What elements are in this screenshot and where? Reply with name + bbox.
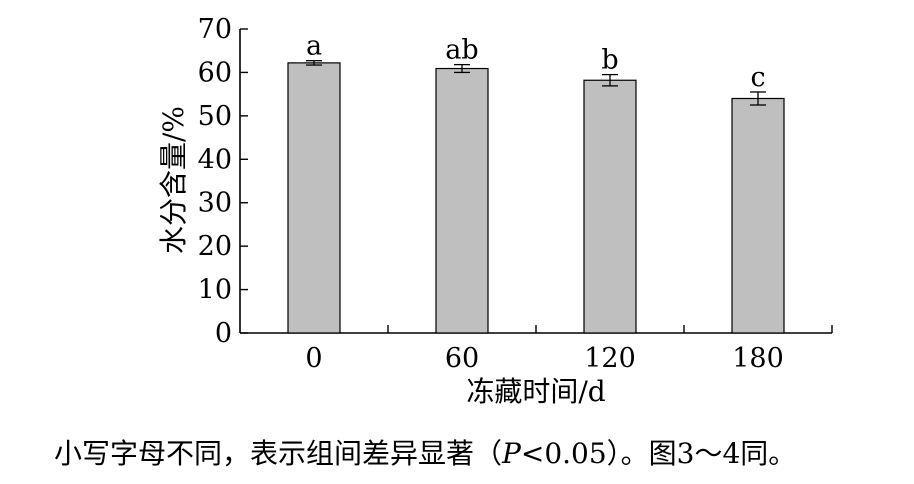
footnote: 小写字母不同，表示组间差异显著（P<0.05）。图3～4同。 [54,432,796,472]
y-tick-label: 10 [198,275,232,306]
x-tick-label: 180 [732,343,784,374]
y-tick-label: 70 [198,14,232,45]
y-tick-label: 0 [215,318,232,349]
y-tick-label: 50 [198,101,232,132]
significance-letter: b [601,45,618,76]
x-tick-label: 120 [584,343,636,374]
bar [287,62,341,334]
footnote-text-end: <0.05）。图3～4同。 [520,437,797,470]
y-tick-label: 40 [198,144,232,175]
significance-letter: c [750,62,765,93]
bar [435,67,489,334]
footnote-text: 小写字母不同，表示组间差异显著（ [54,437,503,470]
y-axis-label: 水分含量/% [157,106,190,254]
footnote-p-symbol: P [502,437,521,470]
bars: a ab b c [287,31,785,334]
y-tick-label: 30 [198,188,232,219]
bar [583,79,637,334]
bar [731,97,785,334]
y-tick-label: 20 [198,231,232,262]
x-tick-label: 60 [445,343,479,374]
y-tick-label: 60 [198,57,232,88]
x-axis-label: 冻藏时间/d [466,375,605,408]
x-tick-label: 0 [305,343,322,374]
significance-letter: ab [445,35,478,66]
significance-letter: a [306,31,322,62]
bar-chart: 0 10 20 30 40 50 60 70 0 60 120 180 a ab b c 水分含量/% 冻藏… [157,14,833,408]
axes: 0 10 20 30 40 50 60 70 0 60 120 180 [198,14,833,374]
